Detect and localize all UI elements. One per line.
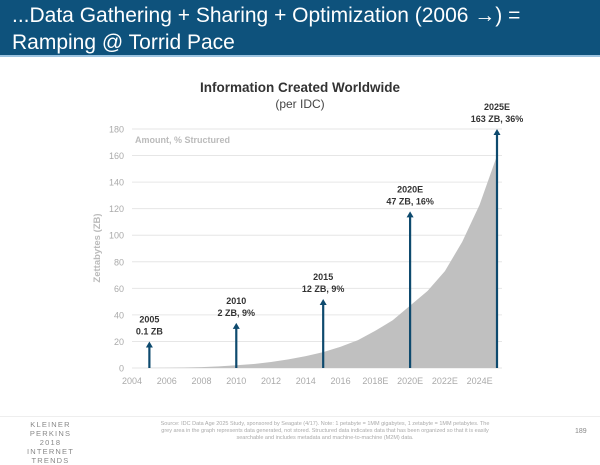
y-tick-label: 60 [114,284,124,294]
x-tick-label: 2024E [467,376,493,386]
y-tick-label: 40 [114,310,124,320]
x-tick-label: 2004 [122,376,142,386]
y-tick-label: 140 [109,178,124,188]
annotation-year: 2005 [139,314,159,324]
annotation-value: 47 ZB, 16% [386,196,434,206]
legend-note: Amount, % Structured [135,135,230,145]
annotation-year: 2025E [484,102,510,112]
kleiner-perkins-logo: KLEINER PERKINS 2018 INTERNET TRENDS [8,420,93,465]
x-tick-label: 2022E [432,376,458,386]
x-tick-label: 2010 [226,376,246,386]
information-created-chart: Information Created Worldwide (per IDC) … [92,80,524,386]
x-tick-label: 2012 [261,376,281,386]
annotation-value: 0.1 ZB [136,326,164,336]
page-number: 189 [575,428,587,435]
footer-divider [0,416,600,417]
arrow-head-icon [232,322,240,329]
arrow-head-icon [493,129,501,135]
y-tick-label: 0 [119,364,124,374]
logo-line-1: KLEINER PERKINS [29,420,72,438]
y-tick-label: 160 [109,151,124,161]
slide-title-line-1: ...Data Gathering + Sharing + Optimizati… [12,4,521,27]
x-tick-label: 2006 [157,376,177,386]
x-tick-label: 2020E [397,376,423,386]
logo-line-2: 2018 [39,438,62,447]
annotation-year: 2010 [226,296,246,306]
x-tick-label: 2014 [296,376,316,386]
y-tick-label: 20 [114,337,124,347]
annotation-value: 163 ZB, 36% [471,114,524,124]
slide-title-line-2: Ramping @ Torrid Pace [12,31,235,54]
annotation-year: 2020E [397,184,423,194]
x-tick-label: 2016 [331,376,351,386]
y-tick-label: 180 [109,125,124,135]
slide-header: ...Data Gathering + Sharing + Optimizati… [0,0,600,57]
source-note: Source: IDC Data Age 2025 Study, sponsor… [160,421,490,441]
chart-title: Information Created Worldwide [200,80,401,95]
x-tick-label: 2008 [192,376,212,386]
y-tick-label: 120 [109,204,124,214]
arrow-head-icon [145,341,153,348]
annotation-value: 2 ZB, 9% [218,308,256,318]
chart-subtitle: (per IDC) [275,97,324,111]
arrow-head-icon [406,211,414,218]
y-tick-label: 100 [109,231,124,241]
x-tick-label: 2018E [362,376,388,386]
y-tick-label: 80 [114,257,124,267]
arrow-head-icon [319,298,327,305]
annotation-year: 2015 [313,272,333,282]
y-axis-label: Zettabytes (ZB) [92,213,103,282]
annotation-value: 12 ZB, 9% [302,284,345,294]
